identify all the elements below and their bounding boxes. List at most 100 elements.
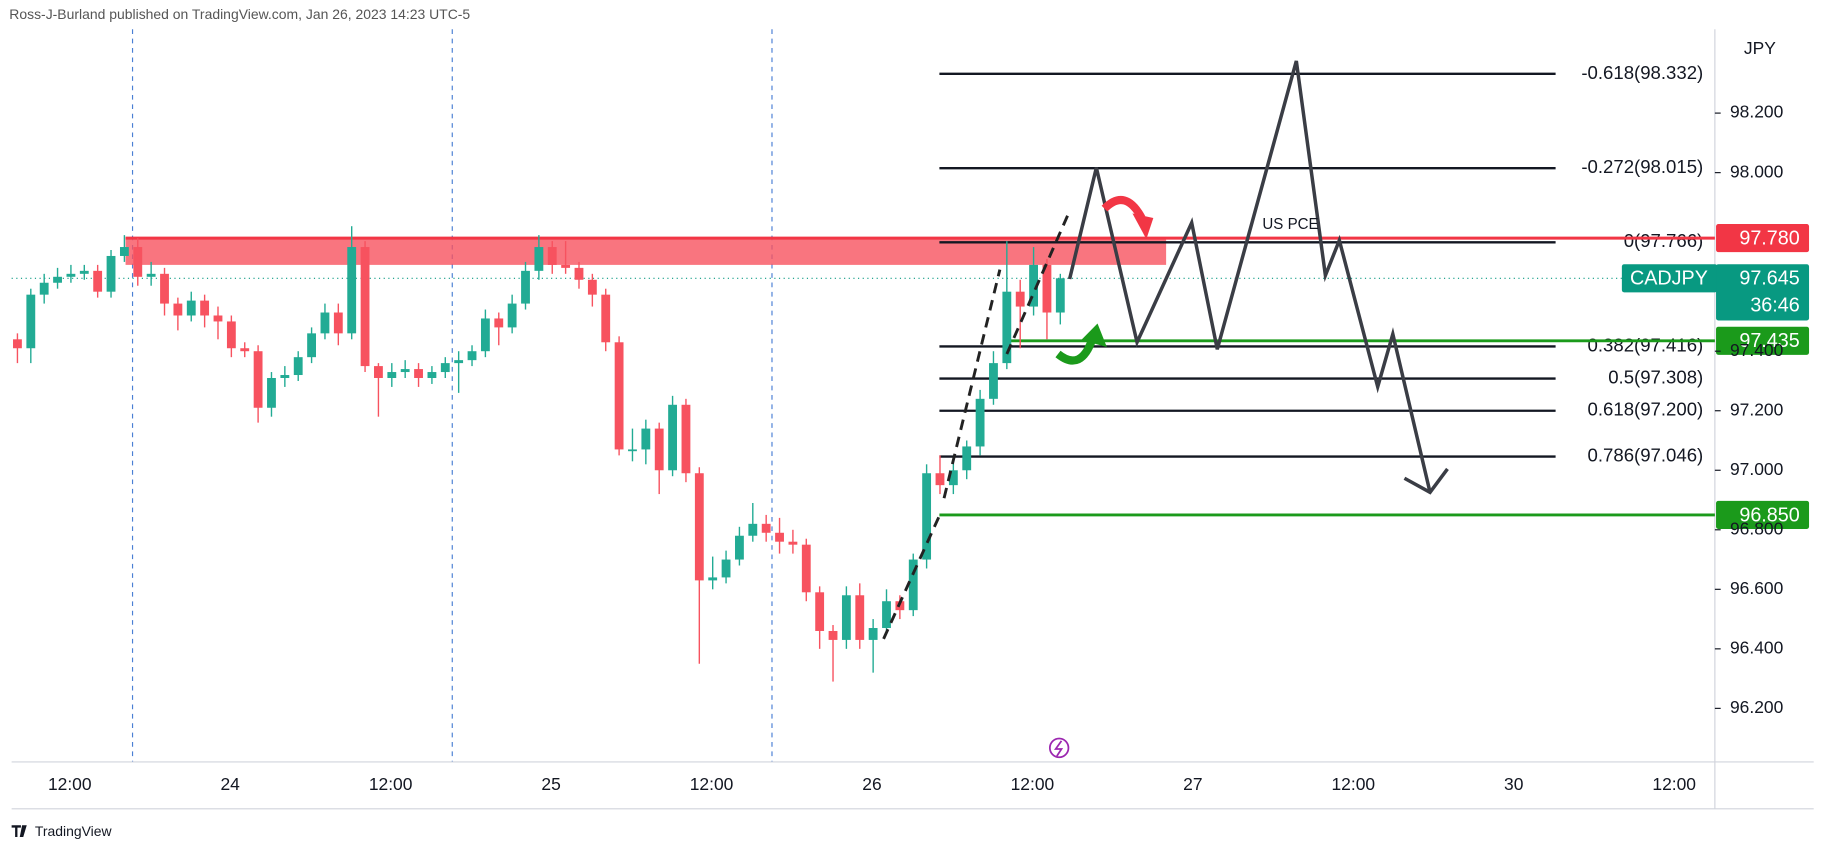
price-badge — [1716, 224, 1810, 253]
last-price-badge — [1716, 264, 1810, 321]
candle-body — [454, 360, 464, 364]
candle-body — [989, 363, 998, 399]
candle-body — [801, 544, 811, 593]
y-tick-label: 97.200 — [1730, 399, 1784, 419]
candle-body — [280, 375, 290, 378]
symbol-label: CADJPY — [1630, 268, 1708, 290]
candle-body — [922, 473, 932, 560]
arrow-head — [1403, 467, 1449, 495]
candle-body — [374, 366, 383, 378]
fib-label: -0.618(98.332) — [1581, 62, 1703, 83]
candle-body — [333, 312, 343, 334]
candle-body — [253, 351, 263, 408]
candle-body — [387, 372, 397, 378]
price-badges: 97.780 97.435 96.850 CADJPY 97.645 36:46 — [1621, 224, 1810, 529]
trend-line — [882, 269, 1002, 640]
trend-line — [1005, 210, 1071, 355]
x-tick-label: 12:00 — [369, 774, 413, 794]
drawings — [882, 60, 1449, 759]
candle-body — [828, 630, 838, 640]
candle-body — [721, 559, 731, 578]
candle-body — [587, 279, 597, 295]
red-arrow — [1101, 195, 1146, 221]
red-arrow-head — [1132, 213, 1154, 240]
event-icon[interactable] — [1048, 737, 1070, 759]
y-tick-label: 96.600 — [1730, 578, 1784, 598]
candle-body — [494, 318, 504, 328]
fib-label: 0(97.766) — [1624, 230, 1704, 251]
x-tick-label: 30 — [1504, 774, 1524, 794]
last-price-badge — [1621, 264, 1718, 293]
price-badge-label: 96.850 — [1739, 504, 1799, 526]
y-tick-label: 98.200 — [1730, 102, 1784, 122]
candle-body — [93, 270, 103, 292]
candle-body — [39, 282, 49, 295]
candle-body — [1002, 291, 1012, 364]
candle-body — [414, 369, 423, 378]
price-badge-label: 97.780 — [1739, 227, 1799, 249]
x-tick-label: 12:00 — [1331, 774, 1375, 794]
candle-body — [534, 247, 544, 271]
candle-body — [360, 247, 370, 367]
candle-body — [628, 449, 637, 452]
fib-label: -0.272(98.015) — [1581, 156, 1703, 177]
y-tick-label: 98.000 — [1730, 161, 1784, 181]
candle-body — [882, 601, 891, 629]
frame — [11, 29, 1814, 810]
candle-body — [1042, 264, 1052, 313]
y-tick-label: 96.400 — [1730, 637, 1784, 657]
green-arrow — [1055, 336, 1097, 365]
candle-body — [641, 428, 651, 450]
candle-body — [654, 428, 664, 471]
currency: JPY — [1744, 38, 1776, 58]
candle-body — [614, 342, 624, 450]
candle-body — [547, 247, 557, 265]
candle-body — [868, 628, 878, 640]
candle-body — [681, 404, 691, 474]
candle-body — [480, 318, 490, 352]
y-tick-label: 96.200 — [1730, 697, 1784, 717]
candle-body — [668, 404, 677, 471]
candle-body — [975, 398, 985, 447]
candle-body — [467, 351, 477, 361]
candle-body — [267, 377, 276, 408]
candle-body — [293, 357, 303, 376]
candle-body — [53, 276, 62, 283]
candle-body — [1029, 264, 1038, 307]
candle-body — [708, 577, 718, 581]
candle-body — [13, 339, 22, 349]
candle-body — [320, 312, 330, 334]
candle-body — [186, 300, 196, 316]
candle-body — [133, 247, 143, 277]
candle-body — [26, 294, 36, 349]
candle-body — [400, 369, 410, 373]
header: Ross-J-Burland published on TradingView.… — [9, 6, 470, 22]
x-tick-label: 12:00 — [1011, 774, 1055, 794]
x-tick-label: 24 — [221, 774, 241, 794]
candle-body — [146, 273, 156, 277]
candle-body — [66, 273, 76, 277]
candle-body — [106, 255, 116, 292]
countdown: 36:46 — [1750, 295, 1799, 317]
x-tick-label: 12:00 — [1652, 774, 1696, 794]
y-tick-label: 96.800 — [1730, 518, 1784, 538]
candle-body — [347, 247, 357, 334]
candle-body — [962, 446, 972, 471]
candle-body — [761, 523, 771, 533]
price-badge-label: 97.435 — [1739, 330, 1799, 352]
candle-body — [735, 535, 744, 560]
candle-body — [200, 300, 210, 316]
candle-body — [240, 348, 250, 352]
candle-body — [440, 363, 450, 373]
candle-body — [601, 294, 611, 343]
candle-body — [1015, 291, 1025, 307]
candle-body — [521, 270, 530, 304]
fib-label: 0.618(97.200) — [1588, 399, 1704, 420]
fib-label: 0.5(97.308) — [1608, 366, 1703, 387]
last-price-label: 97.645 — [1739, 268, 1799, 290]
fib-label: 0.382(97.416) — [1588, 334, 1704, 355]
event-icon-bolt — [1053, 740, 1064, 757]
candle-body — [948, 470, 958, 486]
